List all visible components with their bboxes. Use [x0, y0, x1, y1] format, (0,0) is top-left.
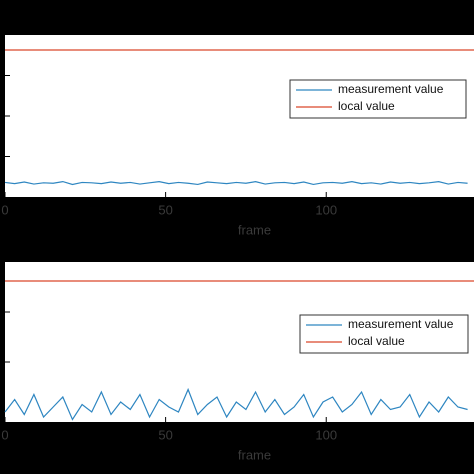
x-tick-label: 100 [315, 202, 337, 217]
x-tick-label: 50 [158, 427, 172, 442]
x-tick-label: 0 [1, 427, 8, 442]
legend-label: measurement value [338, 82, 444, 96]
x-axis-label: frame [238, 222, 271, 237]
legend: measurement value local value [299, 314, 469, 354]
legend-box [289, 79, 467, 119]
x-tick-label: 100 [315, 427, 337, 442]
legend-label: measurement value [348, 317, 454, 331]
legend-label: local value [348, 334, 405, 348]
legend: measurement value local value [289, 79, 467, 119]
line [4, 180, 468, 186]
line [4, 387, 468, 421]
x-axis-label: frame [238, 447, 271, 462]
x-tick-label: 0 [1, 202, 8, 217]
legend-box [299, 314, 469, 354]
x-tick-label: 50 [158, 202, 172, 217]
legend-label: local value [338, 99, 395, 113]
